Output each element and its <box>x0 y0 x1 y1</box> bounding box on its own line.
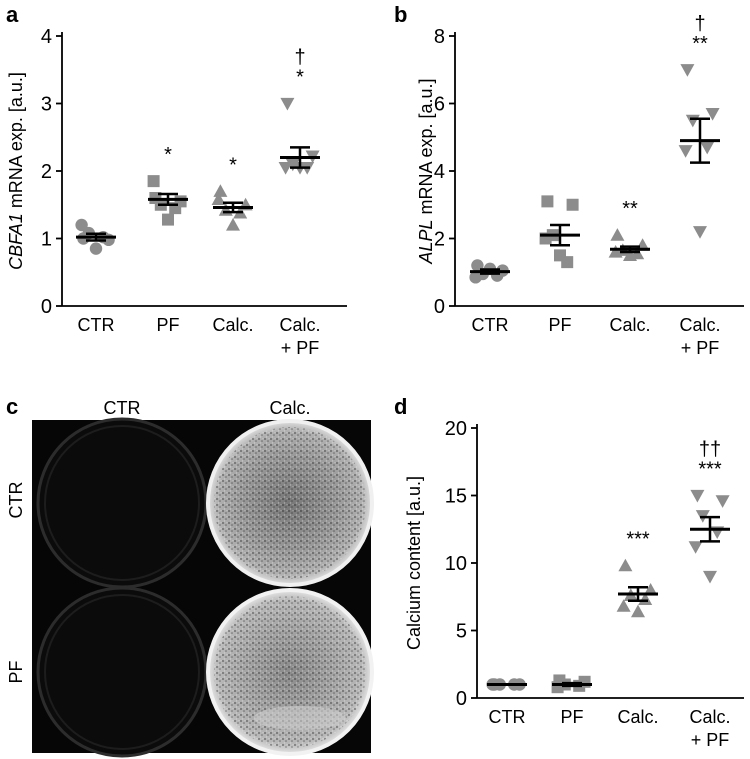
x-category-label: Calc. <box>679 315 720 335</box>
y-tick-label: 0 <box>41 296 52 318</box>
dish-calc-pf-glare <box>254 706 346 730</box>
dish-pf-ctr-rim <box>44 594 200 750</box>
photo-col-label-calc: Calc. <box>269 398 310 418</box>
data-point-2-1 <box>643 583 658 596</box>
panel-label-c: c <box>6 394 18 419</box>
data-point-3-4 <box>688 541 703 554</box>
data-point-2-4 <box>616 599 631 612</box>
data-point-3-4 <box>278 162 293 175</box>
data-point-2-5 <box>631 604 645 618</box>
x-category-label: CTR <box>472 315 509 335</box>
dish-ctr-ctr <box>36 417 208 589</box>
panel-label-d: d <box>394 394 407 419</box>
data-point-0-5 <box>89 242 103 255</box>
y-tick-label: 2 <box>41 161 52 183</box>
y-tick-label: 0 <box>434 296 445 318</box>
data-point-3-1 <box>715 495 730 508</box>
x-category-label: Calc. <box>279 315 320 335</box>
data-point-2-4 <box>608 245 623 258</box>
data-point-2-5 <box>226 218 240 231</box>
x-category-label-line2: + PF <box>681 338 720 358</box>
data-point-3-1 <box>705 108 720 121</box>
y-tick-label: 5 <box>456 621 467 643</box>
y-tick-label: 15 <box>445 486 467 508</box>
panel-label-b: b <box>394 2 407 27</box>
data-point-3-2 <box>685 114 700 128</box>
chart-panel-a: 0 1 2 3 4 CBFA1 mRNA exp. [a.u.] CTR PF * Calc. * C… <box>6 26 347 358</box>
y-axis-label: Calcium content [a.u.] <box>404 476 424 650</box>
data-point-3-0 <box>690 489 705 503</box>
y-tick-label: 4 <box>41 26 52 48</box>
significance-marker: †† <box>699 439 721 461</box>
data-point-1-5 <box>162 213 174 226</box>
dish-photo: CTR Calc. CTR PF <box>6 398 374 758</box>
data-point-3-0 <box>280 97 295 111</box>
x-category-label: PF <box>156 315 179 335</box>
significance-marker: † <box>694 13 705 35</box>
y-tick-label: 0 <box>456 688 467 710</box>
data-point-2-2 <box>218 203 233 216</box>
y-tick-label: 6 <box>434 94 445 116</box>
y-axis-label-text: Calcium content [a.u.] <box>404 476 424 650</box>
data-point-2-0 <box>213 184 228 197</box>
y-axis-label-gene: ALPL <box>416 220 436 265</box>
y-tick-label: 4 <box>434 161 445 183</box>
photo-row-label-ctr: CTR <box>6 482 26 519</box>
data-point-0-4 <box>75 218 88 232</box>
dish-pf-ctr <box>36 586 208 758</box>
x-category-label-line2: + PF <box>691 730 730 750</box>
x-category-label: Calc. <box>212 315 253 335</box>
significance-marker: ** <box>692 33 708 55</box>
y-tick-label: 3 <box>41 94 52 116</box>
data-point-0-4 <box>469 271 482 284</box>
data-point-2-0 <box>610 228 625 241</box>
y-tick-label: 2 <box>434 229 445 251</box>
data-point-1-1 <box>566 198 579 211</box>
data-point-1-0 <box>541 195 554 208</box>
y-axis-label-text: mRNA exp. [a.u.] <box>6 72 26 213</box>
dish-calc-ctr-texture <box>214 427 366 579</box>
data-point-3-3 <box>700 141 715 155</box>
y-axis-label: ALPL mRNA exp. [a.u.] <box>416 78 436 264</box>
x-category-label: PF <box>560 707 583 727</box>
y-tick-label: 1 <box>41 229 52 251</box>
data-point-2-4 <box>211 192 226 205</box>
panel-label-a: a <box>6 2 19 27</box>
x-category-label: CTR <box>78 315 115 335</box>
data-point-2-0 <box>618 558 633 572</box>
data-point-2-5 <box>623 248 637 261</box>
y-axis-label-gene: CBFA1 <box>6 213 26 270</box>
data-point-3-4 <box>678 145 693 158</box>
data-point-3-0 <box>680 64 695 77</box>
significance-marker: * <box>229 154 237 176</box>
significance-marker: * <box>296 67 304 89</box>
significance-marker: * <box>164 144 172 166</box>
chart-panel-d: 0 5 10 15 20 Calcium content [a.u.] CTR PF Calc.… <box>404 418 744 750</box>
significance-marker: ** <box>622 198 638 220</box>
data-point-1-5 <box>554 249 566 262</box>
data-point-3-5 <box>693 226 707 239</box>
x-category-label: CTR <box>489 707 526 727</box>
significance-marker: † <box>294 47 305 69</box>
data-point-3-2 <box>285 158 300 172</box>
data-point-1-4 <box>147 175 160 188</box>
y-tick-label: 8 <box>434 26 445 48</box>
dish-ctr-ctr-rim <box>44 425 200 581</box>
x-category-label: Calc. <box>617 707 658 727</box>
x-category-label: PF <box>548 315 571 335</box>
x-category-label: Calc. <box>689 707 730 727</box>
photo-col-label-ctr: CTR <box>104 398 141 418</box>
x-category-label-line2: + PF <box>281 338 320 358</box>
x-category-label: Calc. <box>609 315 650 335</box>
chart-panel-b: 0 2 4 6 8 ALPL mRNA exp. [a.u.] CTR PF Calc. ** Ca… <box>416 13 744 358</box>
y-axis-label: CBFA1 mRNA exp. [a.u.] <box>6 72 26 270</box>
photo-row-label-pf: PF <box>6 660 26 683</box>
significance-marker: *** <box>698 459 722 481</box>
data-point-3-5 <box>703 570 717 584</box>
y-tick-label: 10 <box>445 553 467 575</box>
y-tick-label: 20 <box>445 418 467 440</box>
significance-marker: *** <box>626 529 650 551</box>
y-axis-label-text: mRNA exp. [a.u.] <box>416 78 436 219</box>
